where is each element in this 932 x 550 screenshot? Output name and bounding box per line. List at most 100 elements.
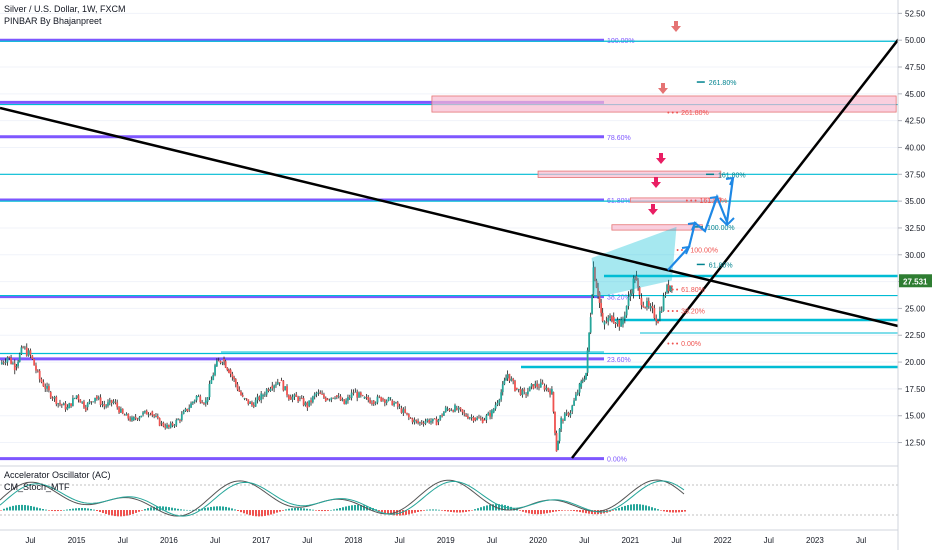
candle-body [485, 415, 488, 421]
ac-bar [420, 510, 422, 512]
candle-body [413, 419, 416, 423]
candle-body [42, 382, 45, 387]
candle-body [240, 391, 242, 395]
candle-body [498, 399, 501, 403]
candle-body [291, 396, 294, 400]
ac-bar [306, 508, 308, 511]
ac-bar [267, 510, 269, 516]
ac-bar [21, 504, 23, 511]
candle-body [6, 357, 9, 363]
ac-bar [336, 508, 338, 511]
candle-body [57, 403, 60, 405]
candle-body [638, 287, 641, 295]
ac-bar [327, 510, 329, 511]
fib-dots: • • • [667, 309, 679, 316]
ac-bar [87, 508, 89, 511]
candle-body [323, 394, 325, 398]
ac-bar [642, 504, 644, 511]
ac-bar [627, 505, 629, 511]
ac-bar [684, 510, 686, 512]
candle-body [33, 359, 36, 366]
candle-body [345, 400, 347, 404]
ac-bar [135, 510, 137, 513]
fib-label: 61.80% [681, 287, 705, 294]
candle-body [86, 403, 89, 408]
ac-bar [489, 504, 491, 511]
candle-body [567, 412, 570, 416]
candle-body [347, 397, 349, 401]
candle-body [282, 380, 285, 391]
ac-bar [675, 510, 677, 513]
ac-bar [330, 509, 332, 511]
candle-body [594, 267, 596, 281]
ac-bar [12, 505, 14, 511]
ac-bar [84, 508, 86, 511]
candle-body [166, 424, 168, 428]
level-label: 78.60% [607, 135, 631, 142]
candle-body [478, 417, 480, 419]
ac-bar [564, 510, 566, 511]
ac-bar [129, 510, 131, 515]
ac-bar [204, 508, 206, 511]
ac-bar [471, 510, 473, 511]
candle-body [265, 389, 268, 395]
candle-body [637, 280, 639, 288]
candle-body [4, 362, 7, 364]
candle-body [592, 267, 595, 297]
candle-body [496, 402, 499, 405]
ac-bar [228, 507, 230, 511]
ac-bar [432, 509, 434, 511]
candle-body [519, 388, 522, 396]
ac-bar [357, 504, 359, 511]
candle-body [8, 356, 11, 358]
candle-body [125, 413, 128, 416]
ac-bar [288, 508, 290, 511]
candle-body [554, 411, 556, 434]
candle-body [180, 414, 183, 421]
candle-body [382, 398, 384, 400]
candle-body [359, 392, 362, 396]
candle-body [120, 408, 122, 413]
ac-bar [450, 510, 452, 512]
ac-bar [672, 510, 674, 513]
candle-body [210, 379, 213, 384]
candle-body [358, 392, 360, 398]
candle-body [121, 408, 124, 414]
candle-body [591, 296, 593, 314]
x-tick-label: 2021 [621, 536, 639, 545]
pinbar-arrow-icon [656, 153, 666, 164]
candle-body [51, 397, 54, 399]
candle-body [44, 386, 47, 389]
candle-body [555, 433, 558, 452]
ac-bar [120, 510, 122, 517]
fib-label: 161.80% [718, 172, 746, 179]
ac-bar [369, 507, 371, 511]
candle-body [330, 397, 333, 400]
candle-body [450, 410, 453, 412]
pinbar-arrow-icon [651, 177, 661, 188]
candle-body [90, 401, 93, 403]
candle-body [68, 403, 71, 409]
candle-body [354, 391, 357, 393]
candle-body [433, 418, 436, 420]
candle-body [411, 418, 414, 423]
candle-body [254, 400, 257, 407]
candle-body [557, 441, 559, 451]
candle-body [206, 397, 209, 402]
candle-body [59, 402, 61, 405]
y-tick-label: 20.00 [905, 358, 926, 367]
candle-body [79, 399, 82, 403]
ac-bar [540, 510, 542, 515]
candle-body [532, 384, 535, 389]
fib-label: 38.20% [681, 309, 705, 316]
ac-bar [225, 506, 227, 511]
candle-body [118, 407, 120, 413]
ac-bar [639, 504, 641, 511]
candle-body [541, 382, 544, 384]
candle-body [313, 394, 316, 397]
ac-bar [363, 505, 365, 511]
ac-bar [636, 504, 638, 511]
candle-body [284, 386, 287, 391]
ac-bar [633, 504, 635, 511]
